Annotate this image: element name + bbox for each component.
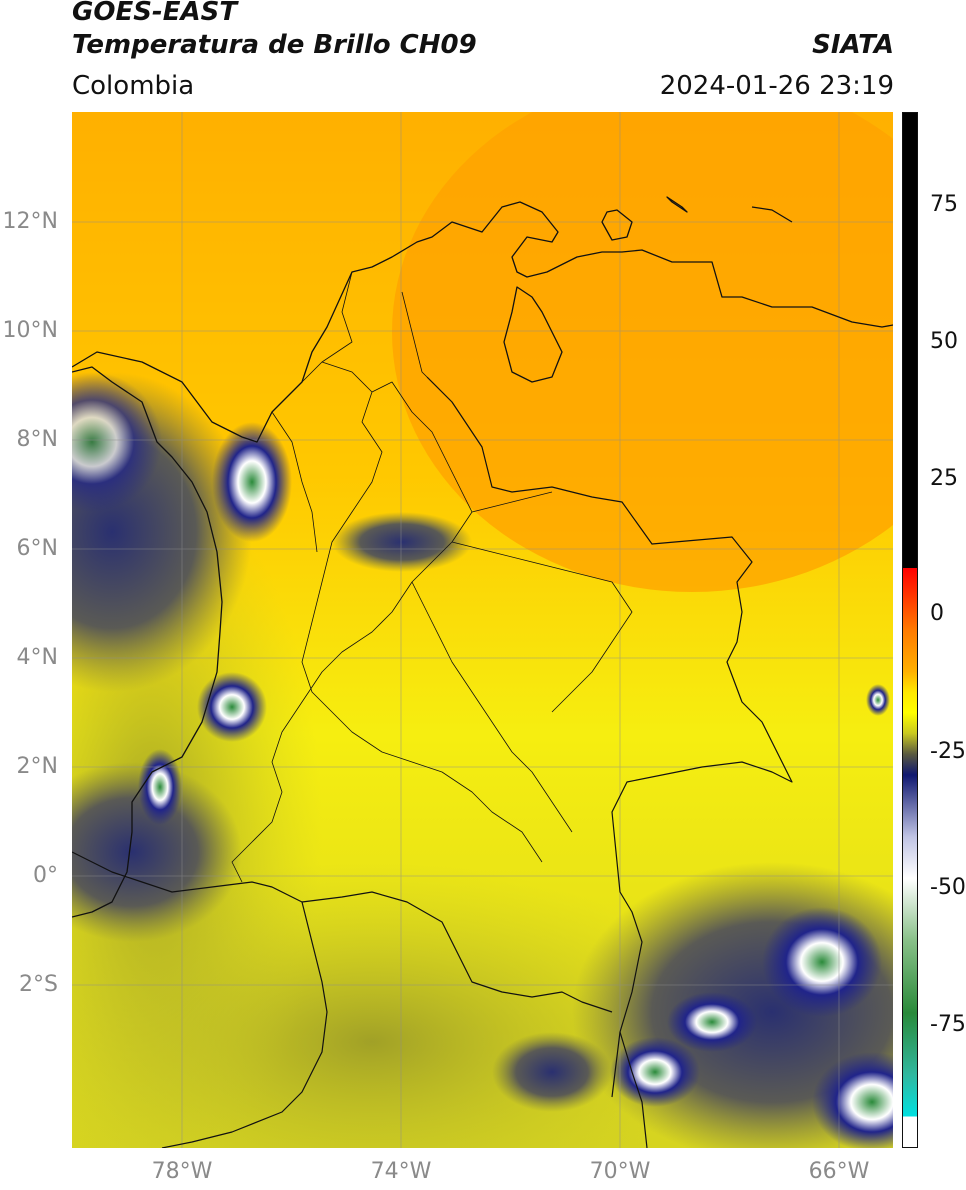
department-borders — [231, 271, 633, 883]
lon-tick-78W: 78°W — [151, 1159, 213, 1184]
lake-maracaibo — [503, 286, 563, 383]
lat-tick-0: 0° — [33, 863, 58, 888]
region-label: Colombia — [72, 71, 195, 101]
lon-tick-70W: 70°W — [589, 1159, 651, 1184]
storm-band — [492, 1032, 612, 1112]
department-border-7 — [401, 291, 428, 378]
department-border-2 — [301, 391, 543, 863]
department-border-8 — [271, 411, 318, 553]
warm-region — [392, 112, 893, 592]
convective-cell-2 — [197, 672, 267, 742]
storm-core-4 — [812, 1052, 893, 1148]
pacific-cloud-core — [72, 372, 162, 512]
storm-core-2 — [667, 992, 757, 1052]
product-title: Temperatura de Brillo CH09 — [72, 30, 477, 60]
lon-tick-74W: 74°W — [370, 1159, 432, 1184]
colorbar-tick-0: 0 — [930, 601, 944, 626]
lat-tick-8N: 8°N — [16, 427, 58, 452]
coastal-outline-3 — [751, 206, 793, 223]
convective-band — [332, 512, 472, 572]
lat-tick-4N: 4°N — [16, 645, 58, 670]
lat-tick-12N: 12°N — [2, 209, 58, 234]
ecuador-peru-border — [161, 901, 328, 1148]
colorbar-tick-minus50: -50 — [930, 875, 966, 900]
brightness-temperature-map — [72, 112, 893, 1148]
lat-tick-2N: 2°N — [16, 754, 58, 779]
datetime-label: 2024-01-26 23:19 — [659, 71, 894, 101]
coastal-outline-2 — [666, 196, 688, 213]
colorbar-tick-75: 75 — [930, 192, 958, 217]
colorbar-gradient — [902, 112, 918, 1148]
lat-tick-2S: 2°S — [19, 972, 58, 997]
coastal-outline-1 — [601, 209, 633, 241]
caribbean-coast — [72, 201, 893, 443]
storm-core-1 — [762, 907, 882, 1017]
colorbar-tick-50: 50 — [930, 329, 958, 354]
convective-cell-3 — [138, 749, 182, 825]
department-border-6 — [321, 271, 353, 363]
small-cell-east — [866, 684, 890, 716]
colombia-venezuela-brazil-border — [426, 376, 793, 1098]
department-border-1 — [231, 361, 473, 883]
agency-label: SIATA — [812, 30, 894, 60]
convective-cell-1 — [212, 422, 292, 542]
lat-tick-10N: 10°N — [2, 318, 58, 343]
pacific-coast — [72, 366, 223, 918]
satellite-title: GOES-EAST — [72, 0, 238, 27]
colorbar-tick-minus75: -75 — [930, 1012, 966, 1037]
country-borders — [72, 376, 793, 1148]
department-border-5 — [411, 581, 573, 833]
lat-tick-6N: 6°N — [16, 536, 58, 561]
coastlines — [72, 196, 893, 918]
lon-tick-66W: 66°W — [808, 1159, 870, 1184]
storm-core-3 — [610, 1037, 700, 1107]
peru-brazil-border — [619, 1031, 648, 1148]
department-border-4 — [471, 491, 553, 513]
department-border-3 — [451, 541, 633, 713]
colorbar — [902, 112, 918, 1148]
colorbar-tick-25: 25 — [930, 466, 958, 491]
colorbar-tick-minus25: -25 — [930, 739, 966, 764]
colombia-peru-ecuador-border — [72, 851, 613, 1013]
